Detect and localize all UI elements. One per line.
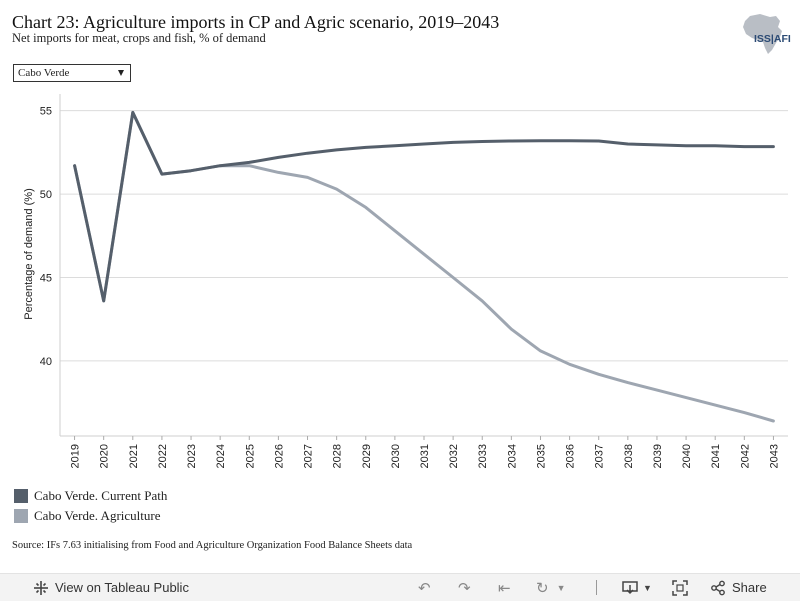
x-tick-label: 2038 <box>623 444 635 468</box>
x-tick-label: 2023 <box>186 444 198 468</box>
chevron-down-icon[interactable] <box>118 70 124 76</box>
redo-button[interactable]: ↷ <box>458 574 471 601</box>
x-tick-label: 2035 <box>535 444 547 468</box>
y-tick-label: 45 <box>40 273 52 285</box>
x-tick-label: 2028 <box>332 444 344 468</box>
chevron-down-icon: ▼ <box>556 582 566 593</box>
toolbar-divider <box>596 580 597 595</box>
x-tick-label: 2027 <box>303 444 315 468</box>
legend-label-agriculture: Cabo Verde. Agriculture <box>34 508 161 523</box>
x-tick-label: 2037 <box>594 444 606 468</box>
x-tick-label: 2025 <box>244 444 256 468</box>
share-button[interactable]: Share <box>710 574 767 601</box>
source-note: Source: IFs 7.63 initialising from Food … <box>12 540 413 551</box>
redo-icon: ↷ <box>458 579 471 597</box>
y-tick-label: 50 <box>40 189 52 201</box>
x-tick-label: 2029 <box>361 444 373 468</box>
share-label: Share <box>732 580 767 595</box>
x-tick-label: 2042 <box>739 444 751 468</box>
x-tick-label: 2032 <box>448 444 460 468</box>
view-on-tableau-label: View on Tableau Public <box>55 580 189 595</box>
share-icon <box>711 580 725 595</box>
legend-item-agriculture[interactable]: Cabo Verde. Agriculture <box>14 506 167 526</box>
fullscreen-button[interactable] <box>672 574 688 601</box>
undo-button[interactable]: ↶ <box>418 574 431 601</box>
refresh-icon: ↻ <box>536 579 549 597</box>
x-tick-label: 2024 <box>215 444 227 468</box>
x-tick-label: 2039 <box>652 444 664 468</box>
chart-series <box>73 110 775 423</box>
x-tick-label: 2040 <box>681 444 693 468</box>
y-tick-label: 55 <box>40 106 52 118</box>
chart-legend: Cabo Verde. Current Path Cabo Verde. Agr… <box>14 486 167 526</box>
x-tick-label: 2021 <box>128 444 140 468</box>
legend-item-current-path[interactable]: Cabo Verde. Current Path <box>14 486 167 506</box>
x-tick-label: 2022 <box>157 444 169 468</box>
x-tick-label: 2036 <box>565 444 577 468</box>
x-tick-label: 2020 <box>99 444 111 468</box>
iss-africa-logo: ISS|AFI <box>743 14 791 54</box>
y-axis-label: Percentage of demand (%) <box>23 188 35 319</box>
undo-icon: ↶ <box>418 579 431 597</box>
revert-button[interactable]: ⇤ <box>498 574 511 601</box>
view-on-tableau-link[interactable]: View on Tableau Public <box>33 574 189 601</box>
x-tick-label: 2026 <box>273 444 285 468</box>
x-tick-label: 2043 <box>768 444 780 468</box>
x-tick-label: 2041 <box>710 444 722 468</box>
country-dropdown[interactable]: Cabo Verde <box>13 64 131 82</box>
series-line-current-path[interactable] <box>73 110 775 303</box>
chevron-down-icon: ▼ <box>643 582 652 593</box>
x-tick-label: 2033 <box>477 444 489 468</box>
x-tick-label: 2030 <box>390 444 402 468</box>
svg-text:ISS|AFI: ISS|AFI <box>754 33 791 45</box>
y-tick-label: 40 <box>40 356 52 368</box>
x-tick-label: 2019 <box>70 444 82 468</box>
line-chart: 40 45 50 55 2019 2020 2021 2022 2023 2024 2025 2026… <box>23 94 788 468</box>
x-tick-label: 2031 <box>419 444 431 468</box>
page-subtitle: Net imports for meat, crops and fish, % … <box>12 31 266 45</box>
legend-swatch-current-path <box>14 489 28 503</box>
page-title: Chart 23: Agriculture imports in CP and … <box>12 12 500 32</box>
tableau-toolbar: View on Tableau Public ↶ ↷ ⇤ ↻ ▼ ▼ <box>0 573 800 601</box>
country-dropdown-value: Cabo Verde <box>18 67 70 79</box>
tableau-logo-icon <box>34 580 48 595</box>
fullscreen-icon <box>672 579 688 596</box>
download-icon <box>622 580 638 594</box>
legend-swatch-agriculture <box>14 509 28 523</box>
legend-label-current-path: Cabo Verde. Current Path <box>34 488 168 503</box>
series-line-agriculture[interactable] <box>73 110 775 423</box>
chart-axes: 40 45 50 55 2019 2020 2021 2022 2023 2024 2025 2026… <box>40 94 788 468</box>
chart-gridlines <box>60 110 788 362</box>
x-tick-label: 2034 <box>506 444 518 468</box>
revert-icon: ⇤ <box>498 579 511 597</box>
refresh-button[interactable]: ↻ ▼ <box>536 574 566 601</box>
download-button[interactable]: ▼ <box>622 574 652 601</box>
